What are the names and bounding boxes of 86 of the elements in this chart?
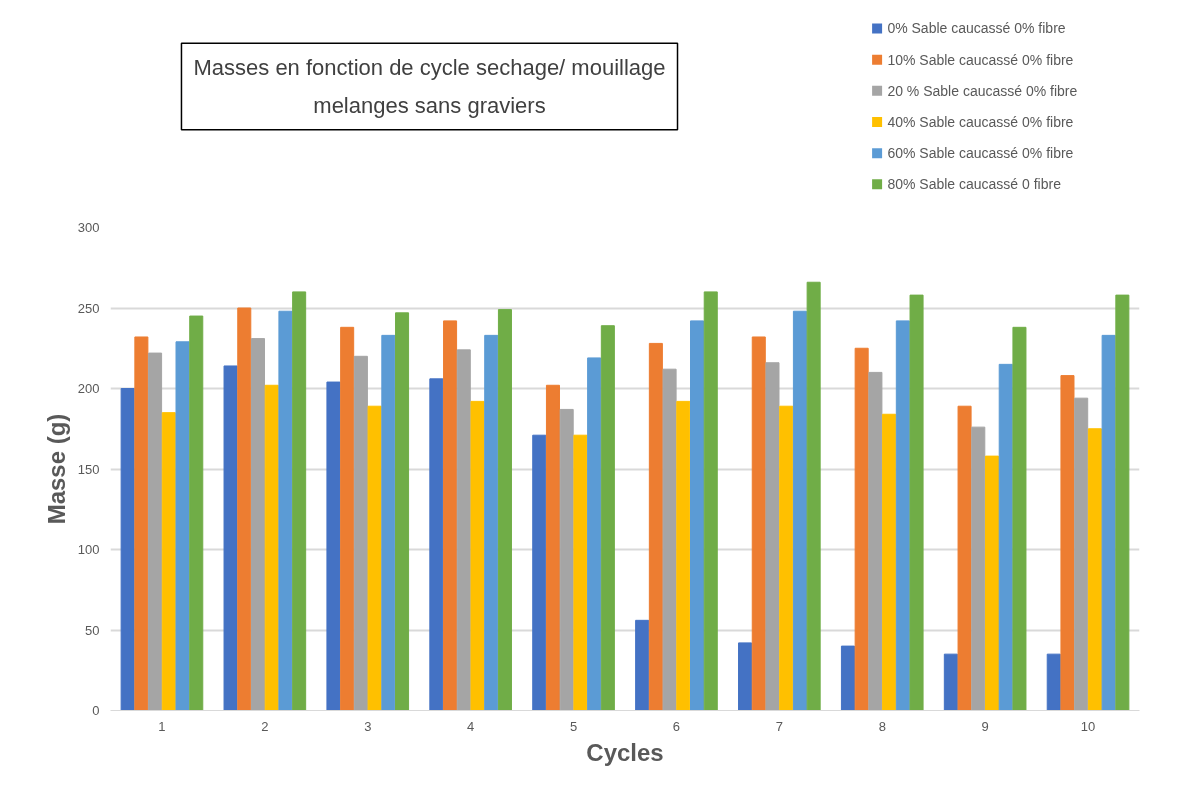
- bar: [957, 405, 972, 711]
- bar: [1101, 334, 1116, 711]
- bar: [895, 320, 910, 711]
- bar: [532, 434, 547, 711]
- bar: [703, 291, 718, 711]
- bar: [662, 368, 677, 711]
- bar: [367, 405, 382, 711]
- x-tick-label: 6: [672, 718, 681, 734]
- chart-title: Masses en fonction de cycle sechage/ mouillage melanges sans graviers: [193, 55, 666, 118]
- bar: [882, 413, 897, 711]
- bar: [395, 312, 410, 711]
- bar: [1074, 397, 1089, 711]
- bar: [148, 352, 163, 711]
- bar: [690, 320, 705, 711]
- y-tick-label: 50: [85, 622, 100, 638]
- y-tick-label: 200: [77, 381, 100, 396]
- bar: [456, 349, 471, 711]
- bar: [1115, 294, 1130, 711]
- bar: [223, 365, 238, 711]
- bar: [738, 642, 753, 711]
- bar: [943, 653, 958, 711]
- y-axis-title: Masse (g): [42, 413, 70, 525]
- bar: [120, 388, 135, 711]
- bar: [971, 426, 986, 711]
- bar: [984, 455, 1000, 711]
- bar: [134, 336, 149, 711]
- bar: [189, 315, 204, 711]
- bar: [429, 378, 444, 711]
- bar: [1060, 375, 1075, 711]
- bar: [175, 341, 190, 711]
- y-tick-label: 150: [77, 461, 100, 477]
- bar: [676, 400, 691, 711]
- bar: [1087, 428, 1102, 711]
- bar: [292, 291, 307, 711]
- x-tick-label: 9: [981, 718, 989, 734]
- x-tick-label: 5: [569, 718, 578, 734]
- bar: [792, 310, 807, 711]
- bar: [237, 307, 252, 711]
- bar: [854, 347, 869, 711]
- bar: [353, 355, 368, 711]
- bar: [1012, 326, 1027, 711]
- bar: [161, 412, 176, 711]
- bar: [559, 408, 574, 711]
- bar: [326, 381, 341, 711]
- bar: [278, 310, 293, 711]
- x-tick-label: 3: [364, 718, 372, 734]
- x-tick-label: 1: [158, 718, 166, 734]
- bar: [443, 320, 458, 711]
- x-axis-title: Cycles: [586, 738, 664, 766]
- bar: [998, 363, 1013, 711]
- legend-label: 40% Sable caucassé 0% fibre: [887, 113, 1074, 130]
- legend-label: 80% Sable caucassé 0 fibre: [887, 176, 1062, 193]
- legend-label: 0% Sable caucassé 0% fibre: [887, 20, 1066, 37]
- y-tick-label: 0: [92, 703, 100, 718]
- y-tick-label: 300: [77, 220, 100, 235]
- bar: [840, 645, 855, 711]
- bar: [909, 294, 924, 711]
- bar: [573, 434, 588, 711]
- bar: [587, 357, 602, 711]
- x-tick-label: 8: [878, 718, 886, 734]
- x-tick-label: 10: [1080, 718, 1096, 734]
- bar: [635, 619, 650, 711]
- bar: [1046, 653, 1061, 711]
- x-tick-label: 7: [775, 718, 783, 734]
- y-tick-label: 250: [77, 300, 100, 316]
- y-tick-label: 100: [77, 542, 100, 557]
- legend-label: 60% Sable caucassé 0% fibre: [887, 145, 1074, 162]
- bar: [600, 325, 615, 711]
- legend-label: 10% Sable caucassé 0% fibre: [887, 51, 1074, 68]
- legend-label: 20 % Sable caucassé 0% fibre: [887, 82, 1078, 99]
- bar: [765, 362, 780, 711]
- bar: [340, 326, 355, 711]
- bar: [497, 309, 512, 711]
- bar: [381, 334, 396, 711]
- x-tick-label: 4: [467, 718, 475, 734]
- bar: [806, 281, 821, 711]
- bar: [779, 405, 794, 711]
- bar: [751, 336, 766, 711]
- bar: [250, 338, 266, 711]
- bar: [264, 384, 279, 711]
- bar: [484, 334, 499, 711]
- bar: [648, 342, 663, 711]
- bar: [868, 371, 883, 711]
- bar: [545, 384, 560, 711]
- x-tick-label: 2: [261, 718, 269, 734]
- bar: [470, 400, 485, 711]
